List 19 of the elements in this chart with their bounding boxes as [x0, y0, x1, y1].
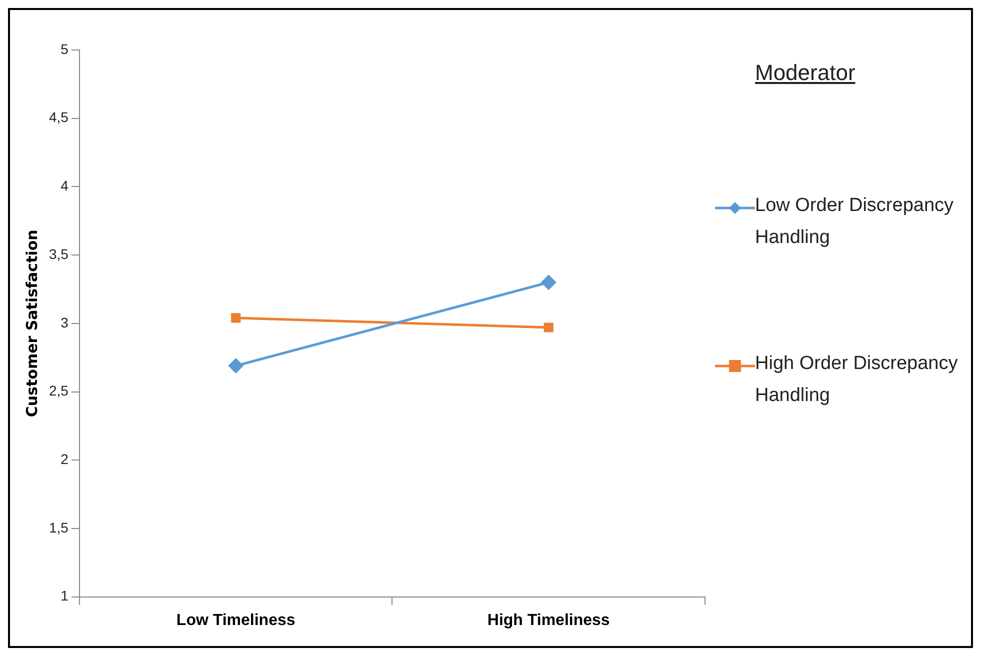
y-tick-label: 4,5: [48, 109, 69, 126]
y-tick-label: 1,5: [48, 519, 69, 536]
y-tick-label: 3,5: [48, 246, 69, 262]
legend-title: Moderator: [755, 60, 856, 86]
y-tick-label: 2: [60, 450, 69, 467]
x-tick-label: High Timeliness: [487, 612, 610, 629]
y-tick-label: 4: [60, 178, 69, 194]
y-tick-label: 2,5: [48, 382, 69, 399]
point: [228, 358, 244, 374]
point: [544, 322, 554, 332]
y-tick-label: 5: [60, 40, 69, 57]
point: [541, 275, 556, 290]
point: [231, 313, 241, 323]
y-axis-title: Customer Satisfaction: [22, 230, 41, 418]
legend-label: High Order Discrepancy Handling: [755, 352, 959, 408]
y-tick-label: 1: [60, 588, 69, 604]
legend-label: Low Order Discrepancy Handling: [755, 194, 955, 250]
x-tick-label: Low Timeliness: [176, 612, 296, 629]
y-tick-label: 3: [60, 314, 69, 330]
